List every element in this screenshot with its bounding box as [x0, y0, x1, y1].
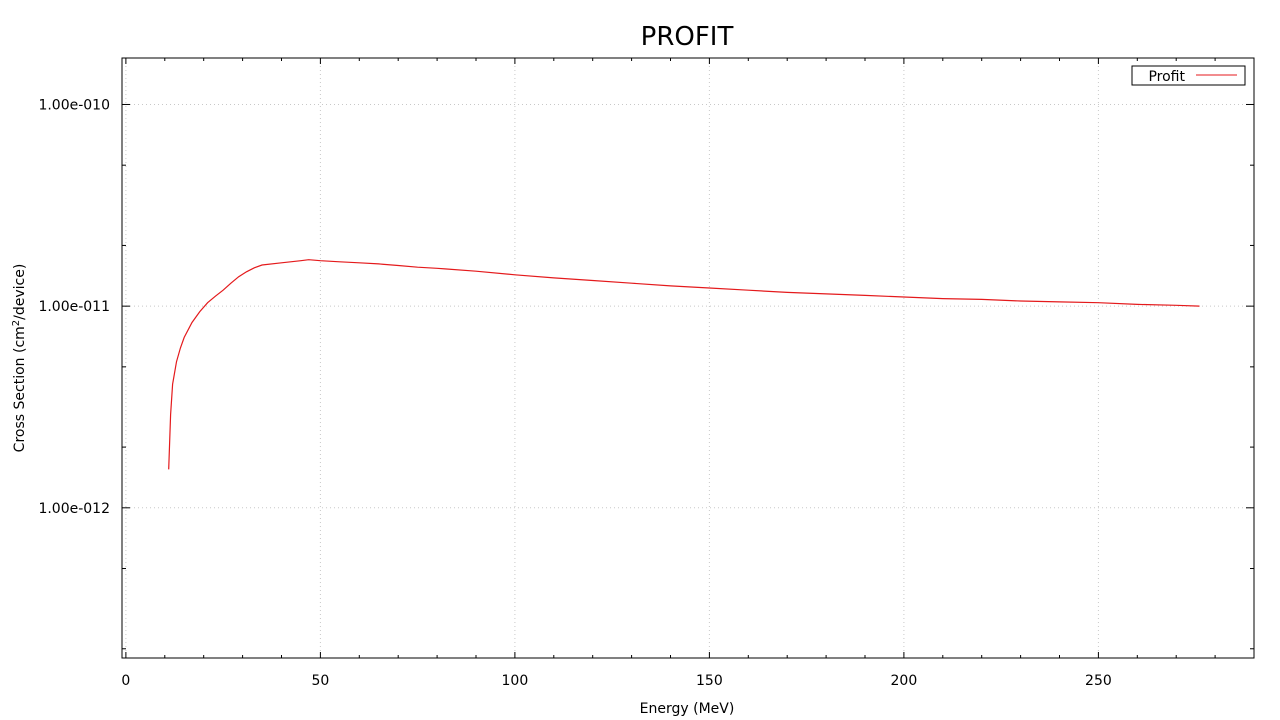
legend-label: Profit [1148, 69, 1185, 85]
ticks-layer [122, 58, 1254, 658]
y-tick-label: 1.00e-011 [38, 299, 110, 315]
legend: Profit [1131, 65, 1246, 86]
plot-frame [121, 57, 1255, 659]
x-tick-labels: 0 50 100 150 200 250 [121, 673, 1111, 689]
y-tick-label: 1.00e-012 [38, 501, 110, 517]
series-line-profit [168, 259, 1200, 470]
y-axis-label-tail: /device) [12, 264, 28, 320]
x-tick-label: 50 [311, 673, 329, 689]
grid-layer [122, 58, 1254, 658]
y-axis-label-superscript: 2 [11, 320, 22, 326]
x-axis-label: Energy (MeV) [640, 701, 735, 717]
x-tick-label: 200 [891, 673, 918, 689]
x-tick-label: 150 [696, 673, 723, 689]
x-tick-label: 0 [121, 673, 130, 689]
chart-title: PROFIT [641, 22, 734, 52]
series-layer [168, 259, 1200, 470]
y-tick-label: 1.00e-010 [38, 97, 110, 113]
legend-box [1131, 65, 1246, 86]
y-axis-label: Cross Section (cm2/device) [11, 264, 29, 453]
x-tick-label: 100 [502, 673, 529, 689]
x-tick-label: 250 [1085, 673, 1112, 689]
y-axis-label-main: Cross Section (cm [12, 326, 28, 452]
y-tick-labels: 1.00e-010 1.00e-011 1.00e-012 [38, 97, 110, 516]
